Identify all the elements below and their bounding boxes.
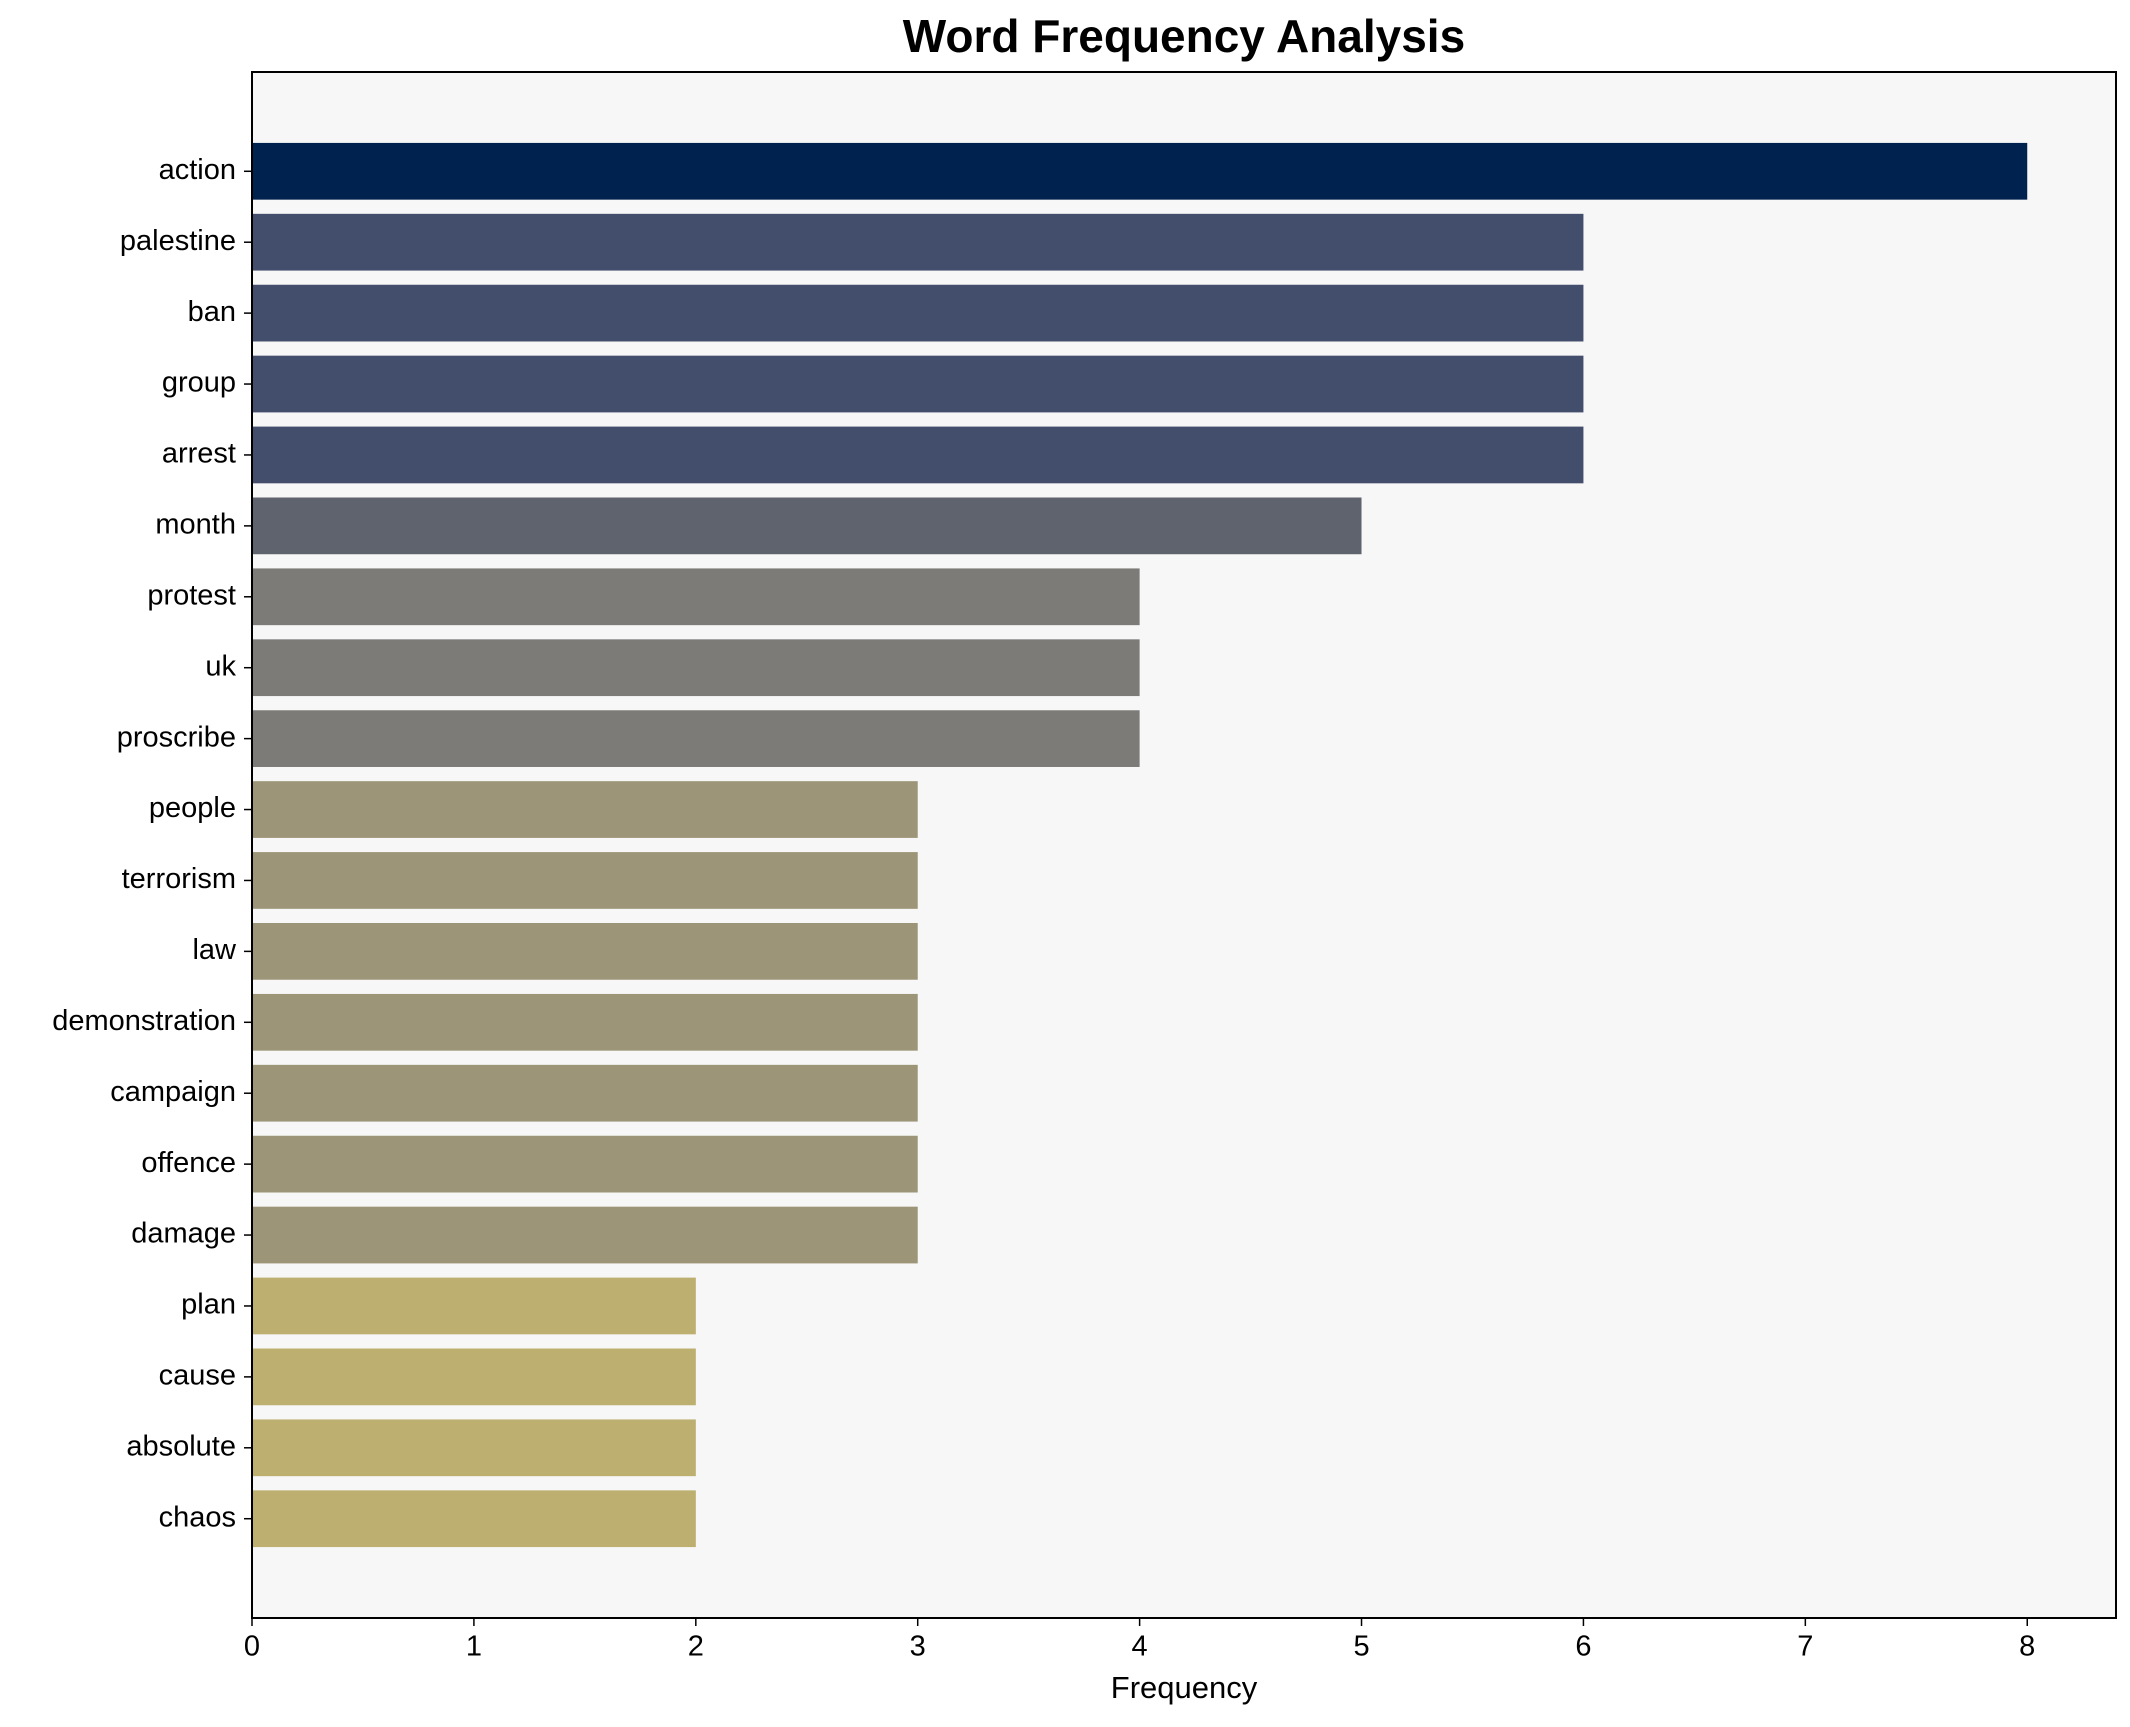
- x-tick-label: 3: [910, 1631, 926, 1663]
- x-tick-label: 2: [688, 1631, 704, 1663]
- bar: [252, 993, 918, 1051]
- y-tick-label: action: [159, 154, 236, 186]
- bar: [252, 1064, 918, 1122]
- y-tick-label: plan: [181, 1289, 236, 1321]
- bar: [252, 355, 1584, 413]
- x-axis-label: Frequency: [1111, 1670, 1258, 1705]
- x-tick-label: 1: [466, 1631, 482, 1663]
- y-tick-label: month: [155, 509, 236, 541]
- y-tick-label: people: [149, 792, 236, 824]
- x-tick-label: 0: [244, 1631, 260, 1663]
- bar: [252, 1348, 696, 1406]
- y-tick-label: uk: [205, 650, 236, 682]
- y-tick-label: proscribe: [117, 721, 236, 753]
- y-tick-label: chaos: [159, 1501, 236, 1533]
- chart-title: Word Frequency Analysis: [903, 10, 1465, 62]
- bar: [252, 923, 918, 980]
- bar: [252, 1206, 918, 1264]
- x-tick-label: 8: [2019, 1631, 2035, 1663]
- y-tick-label: ban: [188, 296, 236, 328]
- bar: [252, 142, 2028, 200]
- bar: [252, 1490, 696, 1548]
- y-tick-label: campaign: [110, 1076, 236, 1108]
- y-tick-label: law: [192, 934, 237, 966]
- bar: [252, 497, 1362, 555]
- bar: [252, 852, 918, 909]
- y-tick-label: damage: [131, 1218, 236, 1250]
- y-tick-label: absolute: [126, 1430, 236, 1462]
- y-tick-label: palestine: [120, 225, 236, 257]
- y-tick-label: protest: [147, 579, 236, 611]
- bar: [252, 1277, 696, 1335]
- y-tick-label: arrest: [162, 438, 236, 470]
- bar: [252, 1135, 918, 1193]
- y-tick-label: offence: [141, 1147, 236, 1179]
- bar: [252, 710, 1140, 767]
- x-tick-label: 4: [1132, 1631, 1148, 1663]
- bar: [252, 426, 1584, 484]
- y-tick-label: group: [162, 367, 236, 399]
- y-tick-label: terrorism: [122, 863, 236, 895]
- x-tick-label: 6: [1575, 1631, 1591, 1663]
- x-tick-label: 7: [1797, 1631, 1813, 1663]
- x-tick-label: 5: [1353, 1631, 1369, 1663]
- bar: [252, 1419, 696, 1477]
- bar: [252, 284, 1584, 342]
- bar: [252, 639, 1140, 697]
- plot-frame: [251, 71, 2117, 1619]
- bar: [252, 213, 1584, 271]
- y-tick-label: cause: [159, 1360, 236, 1392]
- bar: [252, 568, 1140, 626]
- y-tick-label: demonstration: [52, 1005, 236, 1037]
- bar: [252, 781, 918, 838]
